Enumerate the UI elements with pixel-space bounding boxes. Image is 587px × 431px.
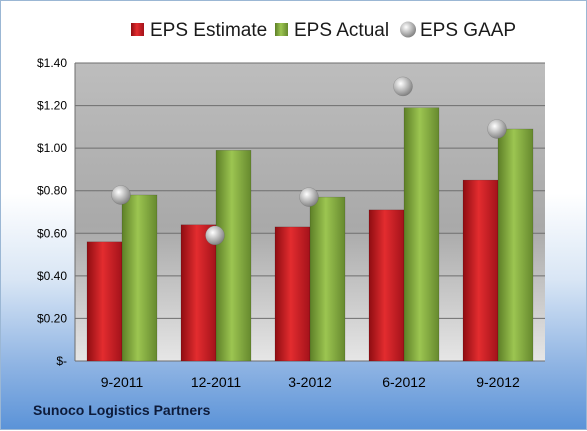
legend-label: EPS Estimate	[150, 20, 267, 41]
y-tick-label: $1.00	[37, 141, 67, 155]
y-axis: $- $0.20 $0.40 $0.60 $0.80 $1.00 $1.20 $1.40	[37, 56, 76, 368]
x-tick-label: 9-2011	[101, 374, 144, 390]
gaap-markers	[111, 76, 507, 246]
y-tick-label: $-	[56, 354, 67, 368]
x-axis: 9-2011 12-2011 3-2012 6-2012 9-2012	[101, 374, 520, 390]
legend-label: EPS Actual	[294, 20, 389, 41]
eps-estimate-bar	[462, 179, 499, 362]
eps-actual-bar	[309, 196, 346, 362]
eps-gaap-marker	[111, 185, 131, 205]
y-tick-label: $0.80	[37, 184, 67, 198]
eps-actual-bar	[215, 150, 252, 362]
x-tick-label: 3-2012	[288, 374, 332, 390]
eps-estimate-bar	[368, 209, 405, 362]
legend-label: EPS GAAP	[420, 20, 516, 41]
y-tick-label: $1.20	[37, 99, 67, 113]
x-tick-label: 12-2011	[191, 374, 242, 390]
bars	[86, 107, 534, 362]
legend: EPS Estimate EPS Actual EPS GAAP	[131, 20, 516, 41]
legend-swatch	[275, 23, 288, 36]
eps-gaap-marker	[487, 119, 507, 139]
company-name: Sunoco Logistics Partners	[33, 402, 211, 418]
x-tick-label: 6-2012	[382, 374, 426, 390]
legend-swatch	[131, 23, 144, 36]
x-tick-label: 9-2012	[476, 374, 520, 390]
eps-estimate-bar	[180, 224, 217, 362]
y-tick-label: $0.60	[37, 226, 67, 240]
eps-estimate-bar	[274, 226, 311, 362]
eps-estimate-bar	[86, 241, 123, 362]
y-tick-label: $1.40	[37, 56, 67, 70]
eps-actual-bar	[403, 107, 440, 362]
eps-gaap-marker	[299, 187, 319, 207]
eps-gaap-marker	[205, 225, 225, 246]
legend-swatch	[400, 21, 416, 38]
eps-actual-bar	[497, 128, 534, 362]
y-tick-label: $0.40	[37, 269, 67, 283]
y-tick-label: $0.20	[37, 311, 67, 325]
eps-actual-bar	[121, 194, 158, 362]
eps-gaap-marker	[393, 76, 413, 97]
